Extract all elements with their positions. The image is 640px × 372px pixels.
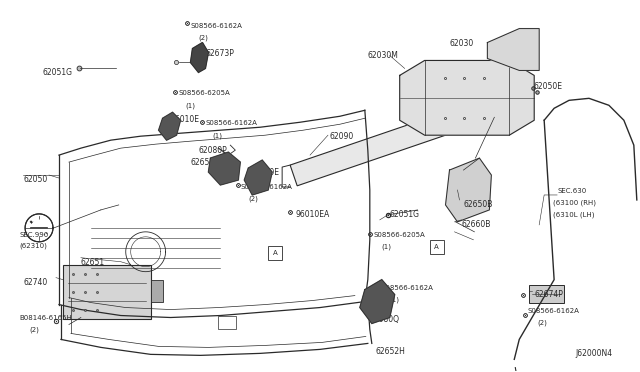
Text: S08566-6162A: S08566-6162A bbox=[191, 23, 243, 29]
Text: S08566-6162A: S08566-6162A bbox=[205, 120, 257, 126]
FancyBboxPatch shape bbox=[429, 240, 444, 254]
FancyBboxPatch shape bbox=[268, 246, 282, 260]
Text: 62650B: 62650B bbox=[463, 200, 493, 209]
Text: 62652H: 62652H bbox=[376, 347, 406, 356]
Polygon shape bbox=[244, 160, 272, 195]
Text: SEC.630: SEC.630 bbox=[557, 188, 586, 194]
Text: 62050: 62050 bbox=[23, 175, 47, 184]
Text: S08566-6162A: S08566-6162A bbox=[527, 308, 579, 314]
Text: J62000N4: J62000N4 bbox=[575, 349, 612, 358]
Polygon shape bbox=[290, 95, 501, 186]
Text: 62651: 62651 bbox=[81, 258, 105, 267]
Text: 62050E: 62050E bbox=[250, 168, 279, 177]
Text: 62050E: 62050E bbox=[533, 82, 562, 92]
Text: 62080P: 62080P bbox=[198, 146, 227, 155]
Text: 62652H: 62652H bbox=[191, 158, 220, 167]
Text: (1): (1) bbox=[390, 296, 400, 303]
Polygon shape bbox=[209, 152, 240, 185]
Polygon shape bbox=[360, 280, 395, 324]
Text: 62051G: 62051G bbox=[43, 68, 73, 77]
Text: 62051G: 62051G bbox=[390, 210, 420, 219]
Text: 62674P: 62674P bbox=[534, 290, 563, 299]
Text: S08566-6162A: S08566-6162A bbox=[382, 285, 434, 291]
Polygon shape bbox=[191, 42, 209, 73]
Text: S08566-6205A: S08566-6205A bbox=[179, 90, 230, 96]
Text: (62310): (62310) bbox=[19, 243, 47, 249]
Text: (2): (2) bbox=[248, 196, 258, 202]
Text: (6310L (LH): (6310L (LH) bbox=[553, 212, 595, 218]
Circle shape bbox=[31, 219, 47, 236]
Text: 62030M: 62030M bbox=[368, 51, 399, 60]
Text: 62740: 62740 bbox=[23, 278, 47, 287]
Text: 62090: 62090 bbox=[330, 132, 354, 141]
Text: (1): (1) bbox=[186, 102, 195, 109]
Text: S08566-6205A: S08566-6205A bbox=[374, 232, 426, 238]
Polygon shape bbox=[159, 112, 180, 140]
Text: (1): (1) bbox=[212, 132, 223, 139]
Bar bbox=[218, 315, 236, 330]
Text: A: A bbox=[434, 244, 439, 250]
Bar bbox=[150, 280, 163, 302]
Text: (2): (2) bbox=[29, 327, 39, 333]
Text: 62030: 62030 bbox=[449, 39, 474, 48]
Text: 62673P: 62673P bbox=[205, 48, 234, 58]
Text: 96010E: 96010E bbox=[171, 115, 200, 124]
Bar bbox=[529, 285, 564, 302]
Polygon shape bbox=[445, 158, 492, 222]
Text: 62080Q: 62080Q bbox=[370, 314, 400, 324]
Text: B08146-6165H: B08146-6165H bbox=[19, 314, 72, 321]
Text: 96010EA: 96010EA bbox=[295, 210, 330, 219]
Text: S08566-6162A: S08566-6162A bbox=[240, 184, 292, 190]
Polygon shape bbox=[400, 61, 534, 135]
Text: SEC.990: SEC.990 bbox=[19, 232, 49, 238]
Text: 62660B: 62660B bbox=[461, 220, 491, 229]
Text: (2): (2) bbox=[537, 320, 547, 326]
Text: (63100 (RH): (63100 (RH) bbox=[553, 200, 596, 206]
Polygon shape bbox=[488, 29, 539, 70]
Text: (1): (1) bbox=[382, 244, 392, 250]
Text: A: A bbox=[273, 250, 278, 256]
Bar bbox=[63, 265, 150, 320]
Text: (2): (2) bbox=[198, 35, 209, 41]
